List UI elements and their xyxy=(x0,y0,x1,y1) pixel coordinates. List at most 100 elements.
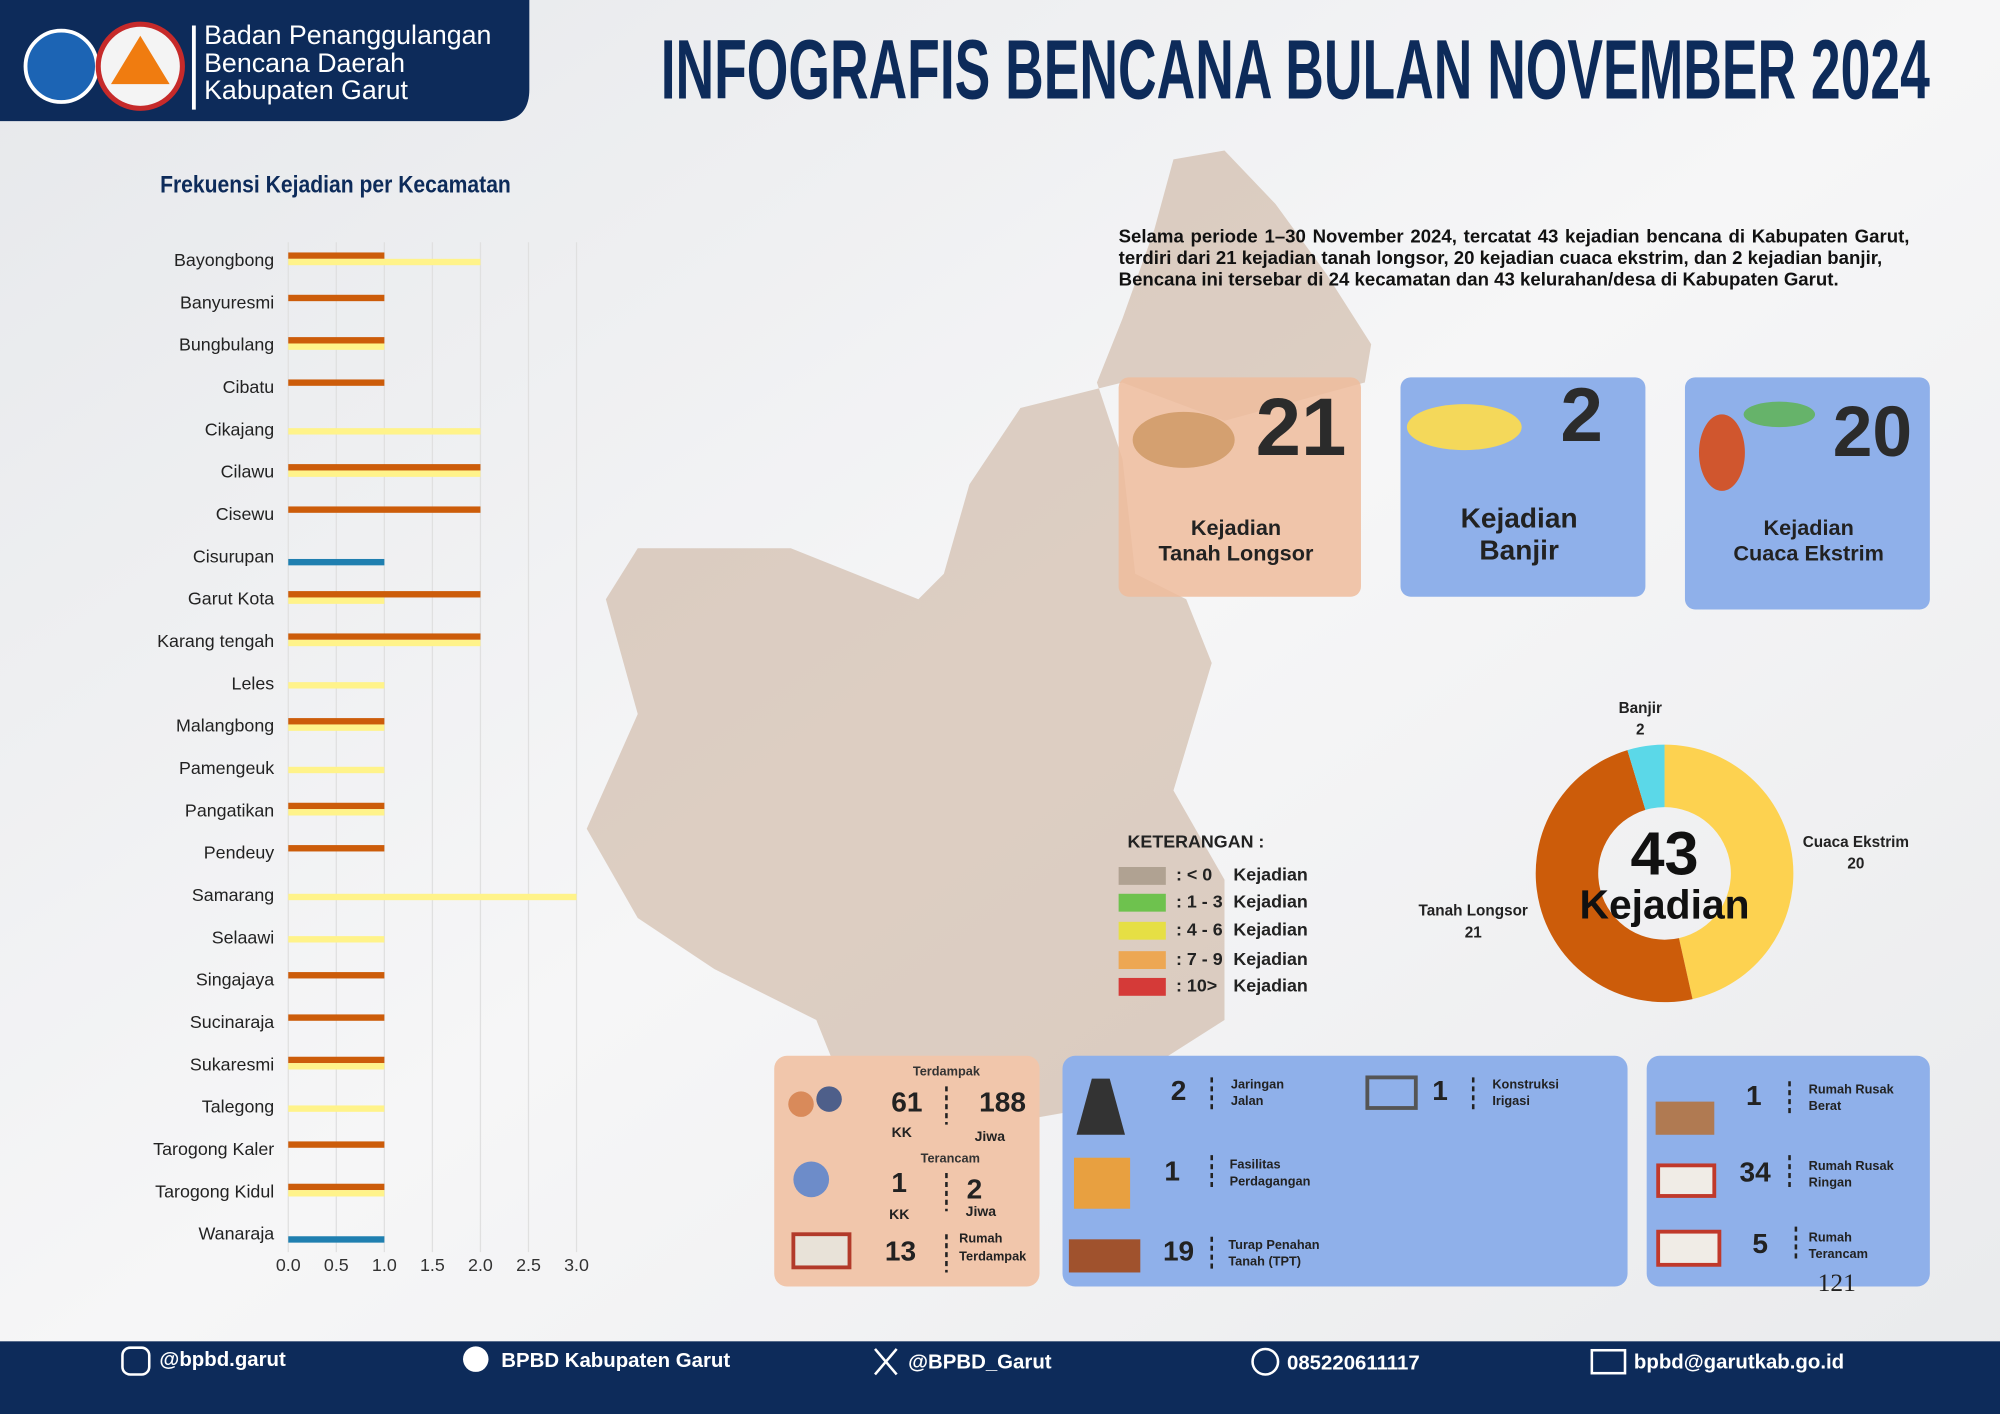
card-value: 21 xyxy=(1256,382,1347,473)
legend-swatch xyxy=(1118,893,1166,912)
card-label: Banjir xyxy=(1479,534,1559,565)
footer-item: bpbd@garutkab.go.id xyxy=(1634,1351,1844,1373)
legend-swatch xyxy=(1118,867,1166,885)
bar xyxy=(288,258,481,266)
summary-paragraph: Bencana ini tersebar di 24 kecamatan dan… xyxy=(1118,270,1839,291)
bar xyxy=(288,591,481,598)
legend-unit: Kejadian xyxy=(1233,865,1307,885)
legend-range: : 4 - 6 xyxy=(1176,919,1223,939)
legend-unit: Kejadian xyxy=(1233,949,1307,969)
impact-label: Berat xyxy=(1809,1098,1842,1113)
impact-panel xyxy=(774,1055,1040,1287)
card-value: 2 xyxy=(1560,373,1603,458)
impact-value: 1 xyxy=(1432,1075,1448,1106)
y-tick-label: Cisewu xyxy=(216,504,275,524)
donut-slice xyxy=(1664,744,1794,1000)
icon-flood xyxy=(1406,404,1522,451)
impact-label: Irigasi xyxy=(1492,1093,1530,1108)
footer-item: @BPBD_Garut xyxy=(908,1351,1052,1373)
slice-label: Tanah Longsor xyxy=(1419,903,1528,920)
slice-label: Cuaca Ekstrim xyxy=(1803,834,1909,851)
impact-label: Rumah xyxy=(959,1231,1002,1246)
summary: Selama periode 1–30 November 2024, terca… xyxy=(1119,227,1910,292)
impact-unit: Jiwa xyxy=(966,1203,997,1219)
footer-item: BPBD Kabupaten Garut xyxy=(501,1350,730,1372)
x-tick-label: 2.5 xyxy=(516,1255,541,1275)
legend-range: : 1 - 3 xyxy=(1176,891,1223,911)
slice-value: 20 xyxy=(1847,856,1864,873)
impact-heading: Terancam xyxy=(921,1150,980,1165)
impact-value: 61 xyxy=(891,1087,922,1118)
bar xyxy=(288,337,385,344)
impact-label: Rumah Rusak xyxy=(1809,1082,1895,1097)
donut-total: 43 xyxy=(1630,819,1698,887)
bar xyxy=(288,1141,385,1148)
card-label: Kejadian xyxy=(1191,515,1281,540)
impact-panel xyxy=(1646,1055,1930,1287)
bar xyxy=(288,633,481,640)
y-tick-label: Garut Kota xyxy=(188,589,274,609)
impact-panel xyxy=(1062,1055,1628,1287)
y-tick-label: Pamengeuk xyxy=(179,758,274,778)
icon-house xyxy=(1655,1101,1715,1135)
impact-label: Rumah xyxy=(1809,1229,1852,1244)
impact-label: Tanah (TPT) xyxy=(1228,1254,1301,1269)
org-line: Badan Penanggulangan xyxy=(204,20,491,50)
bar xyxy=(288,1105,385,1112)
icon-wind xyxy=(1698,414,1745,491)
footer xyxy=(0,1341,2000,1414)
legend-unit: Kejadian xyxy=(1233,891,1307,911)
y-tick-label: Pangatikan xyxy=(185,800,274,820)
footer-item: @bpbd.garut xyxy=(159,1349,286,1371)
impact-value: 13 xyxy=(885,1236,916,1267)
impact-label: Terancam xyxy=(1809,1246,1868,1261)
impact-label: Terdampak xyxy=(959,1249,1027,1264)
icon-irrigation xyxy=(1365,1075,1418,1110)
donut-slice xyxy=(1535,750,1693,1003)
page-title: INFOGRAFIS BENCANA BULAN NOVEMBER 2024 xyxy=(661,23,1930,117)
impact-value: 2 xyxy=(1171,1075,1187,1106)
x-tick-label: 0.0 xyxy=(276,1255,301,1275)
icon-house xyxy=(791,1232,852,1270)
impact-value: 1 xyxy=(891,1167,907,1198)
impact-label: Ringan xyxy=(1809,1175,1852,1190)
summary-box: Selama periode 1–30 November 2024, terca… xyxy=(1119,227,1910,292)
icon-road xyxy=(1076,1078,1125,1135)
impact-unit: Jiwa xyxy=(975,1128,1006,1144)
x-tick-label: 3.0 xyxy=(564,1255,589,1275)
impact-heading: Terdampak xyxy=(913,1064,981,1079)
x-tick-label: 1.5 xyxy=(420,1255,445,1275)
icon-facebook xyxy=(463,1346,489,1372)
icon-wind xyxy=(1743,401,1816,428)
bar xyxy=(288,597,385,604)
bar xyxy=(288,252,385,259)
card xyxy=(1684,377,1930,610)
summary-paragraph: Selama periode 1–30 November 2024, terca… xyxy=(1118,226,1910,270)
bar xyxy=(288,294,385,302)
impact-label: Perdagangan xyxy=(1230,1173,1311,1188)
card-label: Kejadian xyxy=(1461,503,1578,534)
impact-label: Fasilitas xyxy=(1230,1157,1281,1172)
org-line: Bencana Daerah xyxy=(204,48,405,78)
x-tick-label: 0.5 xyxy=(324,1255,349,1275)
icon-whatsapp xyxy=(1251,1347,1280,1376)
bar xyxy=(288,343,385,350)
bar xyxy=(288,1190,385,1197)
footer-item: 085220611117 xyxy=(1287,1353,1420,1375)
bar xyxy=(288,845,385,852)
legend-swatch xyxy=(1118,977,1166,996)
card-value: 20 xyxy=(1833,392,1912,472)
bar xyxy=(288,379,385,386)
card-label: Kejadian xyxy=(1764,515,1854,540)
bar xyxy=(288,1014,385,1021)
icon-shop xyxy=(1073,1157,1131,1209)
icon-wall xyxy=(1068,1239,1141,1273)
bar xyxy=(288,724,385,731)
impact-value: 19 xyxy=(1163,1236,1194,1267)
bar xyxy=(288,558,385,566)
icon-family xyxy=(788,1091,814,1117)
donut-total-label: Kejadian xyxy=(1580,882,1750,928)
y-tick-label: Karang tengah xyxy=(157,631,274,651)
legend-unit: Kejadian xyxy=(1233,919,1307,939)
